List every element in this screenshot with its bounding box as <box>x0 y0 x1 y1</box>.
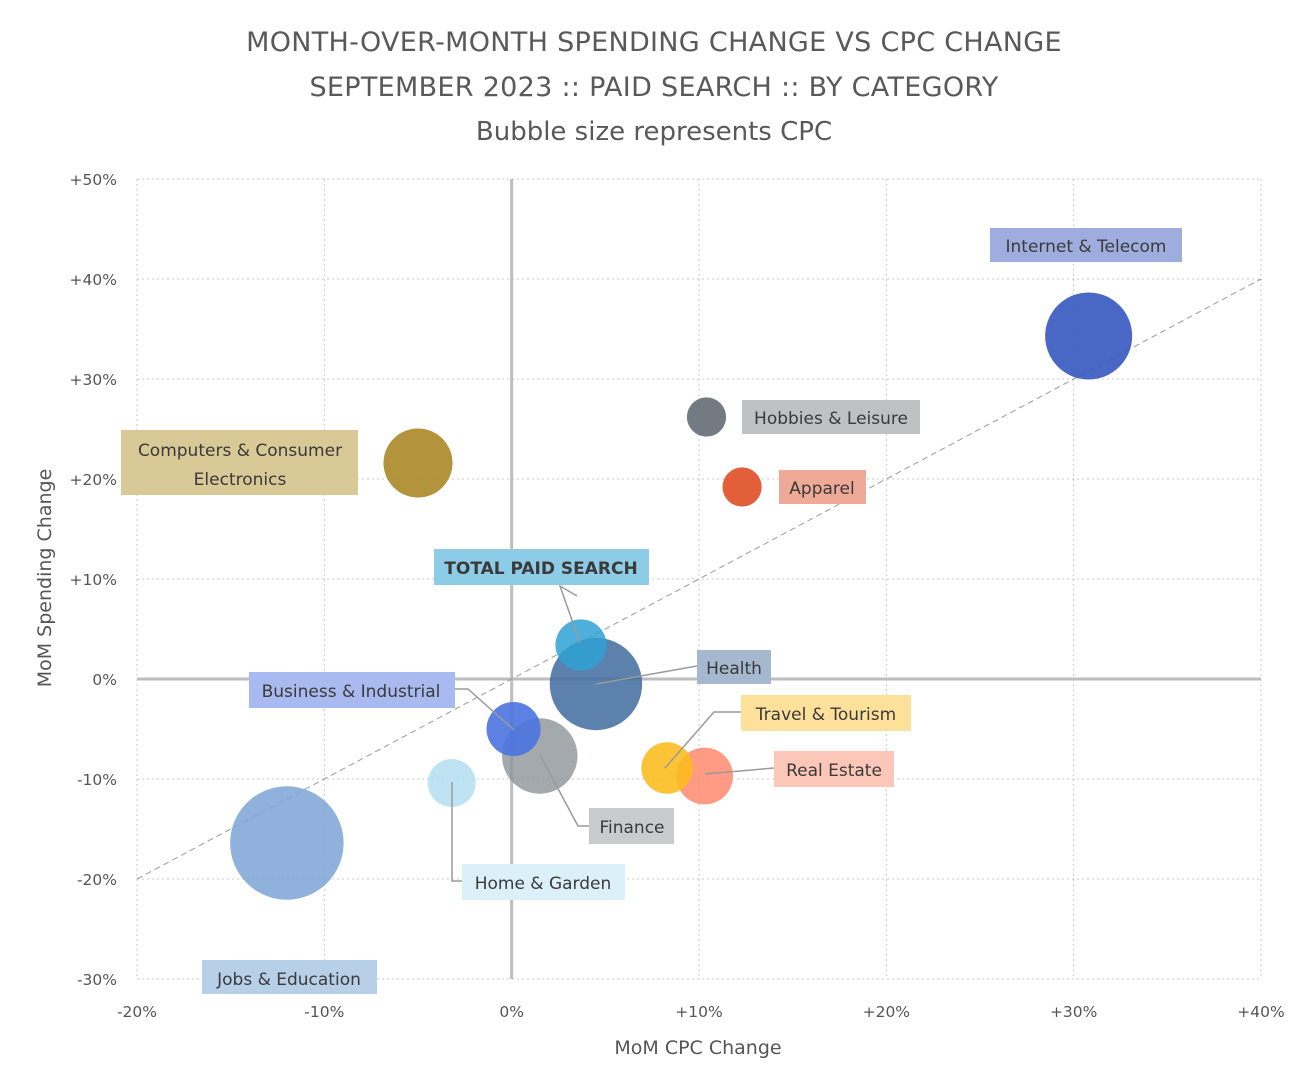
bubble-label-hobbies-leisure: Hobbies & Leisure <box>754 409 908 429</box>
bubble-label-home-garden: Home & Garden <box>475 874 612 894</box>
x-tick-label: -20% <box>117 1003 157 1021</box>
label-box-home-garden <box>462 864 625 900</box>
leader-line-health <box>595 665 698 685</box>
label-box-apparel <box>779 470 866 504</box>
bubble-internet-telecom <box>1045 292 1133 380</box>
leader-line-real-estate <box>704 767 775 775</box>
y-tick-label: +10% <box>70 571 117 589</box>
bubble-computers-consumer-electronics <box>383 428 453 498</box>
x-axis-title: MoM CPC Change <box>614 1037 781 1059</box>
bubble-label-internet-telecom: Internet & Telecom <box>1005 237 1166 257</box>
bubble-label-real-estate: Real Estate <box>786 761 882 781</box>
axes: -20% -10% 0% +10% +20% +30% +40%-30%-20%-10%0%… <box>70 171 1285 1021</box>
y-tick-label: -10% <box>77 771 117 789</box>
y-tick-label: 0% <box>92 671 117 689</box>
bubble-label-business-industrial: Business & Industrial <box>262 682 441 702</box>
x-tick-label: +10% <box>675 1003 722 1021</box>
bubble-label-total-paid-search: TOTAL PAID SEARCH <box>444 559 637 579</box>
bubble-label-apparel: Apparel <box>789 479 854 499</box>
bubble-hobbies-leisure <box>686 397 727 437</box>
chart-title-line-2: SEPTEMBER 2023 :: PAID SEARCH :: BY CATE… <box>309 72 998 103</box>
label-box-health <box>697 650 771 684</box>
bubble-jobs-education <box>230 786 344 900</box>
label-box-total-paid-search <box>434 549 649 585</box>
leader-line-total-paid-search <box>558 584 581 644</box>
label-box-jobs-education <box>202 960 377 994</box>
bubble-label-jobs-education: Jobs & Education <box>216 970 361 990</box>
bubble-total-paid-search <box>555 619 607 671</box>
chart-title-line-1: MONTH-OVER-MONTH SPENDING CHANGE VS CPC … <box>246 27 1062 58</box>
label-box-internet-telecom <box>990 228 1182 262</box>
y-tick-label: -20% <box>77 871 117 889</box>
y-tick-label: +50% <box>70 171 117 189</box>
bubble-apparel <box>722 467 762 507</box>
bubble-label-computers-consumer-electronics: Computers & Consumer <box>138 441 342 461</box>
bubble-travel-tourism <box>641 742 693 794</box>
y-axis-title: MoM Spending Change <box>34 469 56 688</box>
label-box-business-industrial <box>249 672 455 708</box>
x-tick-label: +40% <box>1237 1003 1284 1021</box>
y-tick-label: +40% <box>70 271 117 289</box>
label-box-finance <box>589 808 674 844</box>
x-tick-label: +20% <box>863 1003 910 1021</box>
leader-line-finance <box>539 754 589 827</box>
leader-line-home-garden <box>451 782 462 882</box>
leader-line-business-industrial <box>455 688 515 731</box>
bubble-labels: Jobs & Education Home & Garden Computers &… <box>121 228 1182 994</box>
bubble-label-travel-tourism: Travel & Tourism <box>755 705 896 725</box>
trendline <box>136 278 1262 880</box>
y-tick-label: +20% <box>70 471 117 489</box>
label-box-travel-tourism <box>741 695 911 731</box>
bubbles <box>230 292 1133 900</box>
bubble-label-finance: Finance <box>599 818 664 838</box>
bubble-label-health: Health <box>706 659 762 679</box>
x-tick-label: -10% <box>304 1003 344 1021</box>
chart-subtitle: Bubble size represents CPC <box>476 117 832 147</box>
x-tick-label: +30% <box>1050 1003 1097 1021</box>
trendline-group <box>136 278 1262 880</box>
bubble-label-computers-consumer-electronics: Electronics <box>194 470 287 490</box>
x-tick-label: 0% <box>499 1003 524 1021</box>
y-tick-label: +30% <box>70 371 117 389</box>
label-box-real-estate <box>774 751 894 787</box>
label-box-hobbies-leisure <box>742 400 920 434</box>
label-box-computers-consumer-electronics <box>121 430 358 495</box>
leader-line-travel-tourism <box>664 711 741 769</box>
y-tick-label: -30% <box>77 971 117 989</box>
